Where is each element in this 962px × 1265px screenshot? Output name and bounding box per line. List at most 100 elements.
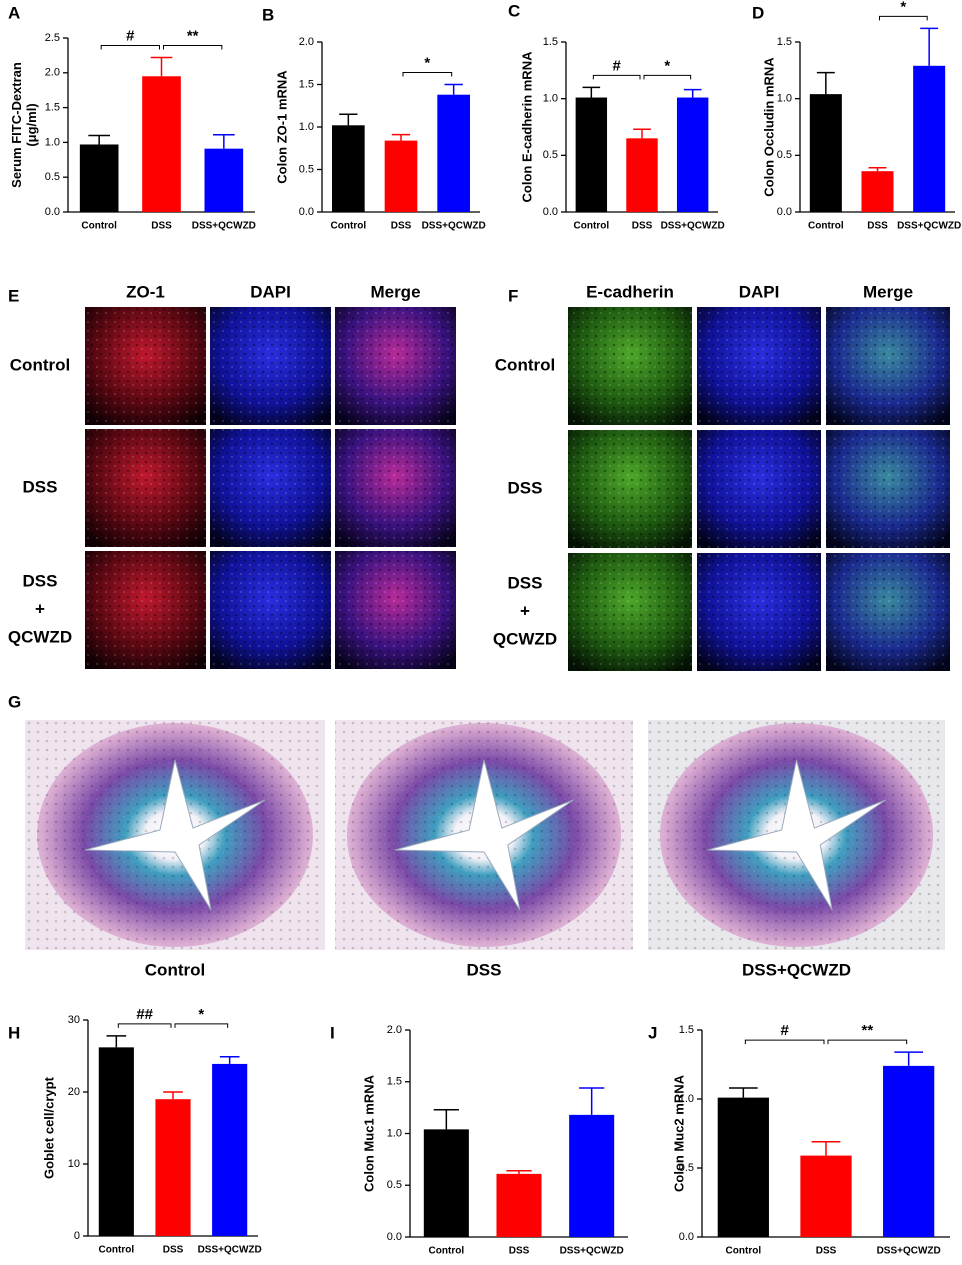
y-tick-label: 10 [68, 1158, 80, 1170]
y-axis-label: Serum FITC-Dextran [9, 62, 24, 188]
y-tick-label: 1.5 [679, 1024, 694, 1036]
row-label: DSS [508, 573, 543, 592]
bar [800, 1155, 852, 1237]
lumen [394, 759, 574, 911]
histology-caption: DSS [467, 960, 502, 979]
bar [913, 65, 946, 212]
y-tick-label: 1.5 [543, 36, 558, 48]
micrograph-texture [697, 553, 821, 671]
bar [332, 125, 365, 212]
y-tick-label: 0.5 [45, 171, 60, 183]
y-axis-label: Colon Muc1 mRNA [361, 1074, 376, 1192]
y-tick-label: 1.5 [777, 36, 792, 48]
micrograph-texture [335, 551, 456, 669]
column-header: Merge [863, 282, 913, 301]
x-tick-label: DSS [632, 221, 653, 232]
bar [626, 138, 658, 212]
y-tick-label: 0.5 [777, 149, 792, 161]
micrograph-texture [210, 551, 331, 669]
lumen [84, 759, 266, 911]
micrograph-texture [826, 430, 950, 548]
bar [575, 97, 608, 212]
significance-bracket [827, 1039, 908, 1045]
bar [142, 76, 181, 212]
micrograph-texture [697, 307, 821, 425]
micrograph-texture [335, 307, 456, 425]
micrograph-texture [568, 553, 692, 671]
y-tick-label: 0.0 [543, 206, 558, 218]
micrograph-texture [85, 307, 206, 425]
y-tick-label: 0.5 [387, 1179, 402, 1191]
x-tick-label: DSS+QCWZD [422, 221, 486, 232]
bar [79, 144, 119, 212]
bar [204, 148, 244, 212]
y-axis-label: (μg/ml) [24, 103, 39, 146]
x-tick-label: Control [726, 1246, 762, 1257]
x-tick-label: Control [99, 1245, 135, 1256]
y-tick-label: 0.0 [777, 206, 792, 218]
row-label: DSS [23, 477, 58, 496]
bar [809, 94, 842, 212]
y-tick-label: 2.0 [45, 67, 60, 79]
row-label: QCWZD [8, 627, 72, 646]
significance-label: * [198, 1006, 204, 1023]
column-header: E-cadherin [586, 282, 674, 301]
row-label: QCWZD [493, 629, 557, 648]
panel-label: G [8, 692, 21, 711]
panel-label: F [508, 286, 518, 305]
y-tick-label: 0.5 [543, 149, 558, 161]
significance-label: * [900, 0, 906, 15]
significance-bracket [744, 1039, 825, 1045]
lumen [707, 759, 886, 911]
x-tick-label: DSS [391, 221, 412, 232]
panel-label: D [752, 3, 764, 22]
column-header: DAPI [250, 282, 291, 301]
x-tick-label: DSS [816, 1246, 837, 1257]
significance-label: * [664, 57, 670, 74]
micrograph-texture [335, 429, 456, 547]
bar [883, 1065, 935, 1237]
column-header: Merge [370, 282, 420, 301]
significance-bracket [100, 44, 160, 50]
y-tick-label: 0.5 [299, 163, 314, 175]
significance-label: # [780, 1022, 789, 1039]
significance-label: # [612, 57, 621, 74]
y-tick-label: 1.0 [45, 136, 60, 148]
x-tick-label: DSS [163, 1245, 184, 1256]
significance-bracket [117, 1023, 172, 1028]
panel-label: I [330, 1023, 335, 1042]
micrograph-texture [826, 553, 950, 671]
x-tick-label: DSS+QCWZD [661, 221, 725, 232]
x-tick-label: DSS [151, 221, 172, 232]
histology-caption: DSS+QCWZD [742, 960, 851, 979]
y-tick-label: 2.0 [299, 36, 314, 48]
micrograph-texture [85, 551, 206, 669]
micrograph-texture [826, 307, 950, 425]
row-label: + [520, 601, 530, 620]
x-tick-label: DSS+QCWZD [560, 1246, 624, 1257]
y-tick-label: 0.0 [299, 206, 314, 218]
significance-label: ## [136, 1006, 153, 1023]
panel-label: A [8, 3, 20, 22]
bar [384, 140, 418, 212]
significance-bracket [879, 15, 928, 21]
bar [155, 1099, 191, 1236]
x-tick-label: DSS [509, 1246, 530, 1257]
y-tick-label: 2.0 [387, 1024, 402, 1036]
y-tick-label: 0.5 [679, 1162, 694, 1174]
x-tick-label: Control [574, 221, 610, 232]
panel-label: B [262, 5, 274, 24]
y-tick-label: 1.0 [387, 1127, 402, 1139]
y-tick-label: 1.0 [777, 93, 792, 105]
y-tick-label: 30 [68, 1014, 80, 1026]
x-tick-label: DSS [867, 221, 888, 232]
y-tick-label: 1.0 [299, 121, 314, 133]
y-tick-label: 20 [68, 1086, 80, 1098]
y-axis-label: Colon Occludin mRNA [761, 57, 776, 197]
micrograph-texture [85, 429, 206, 547]
significance-label: ** [187, 27, 199, 44]
y-tick-label: 1.0 [543, 93, 558, 105]
y-tick-label: 0.0 [679, 1231, 694, 1243]
x-tick-label: Control [808, 221, 844, 232]
